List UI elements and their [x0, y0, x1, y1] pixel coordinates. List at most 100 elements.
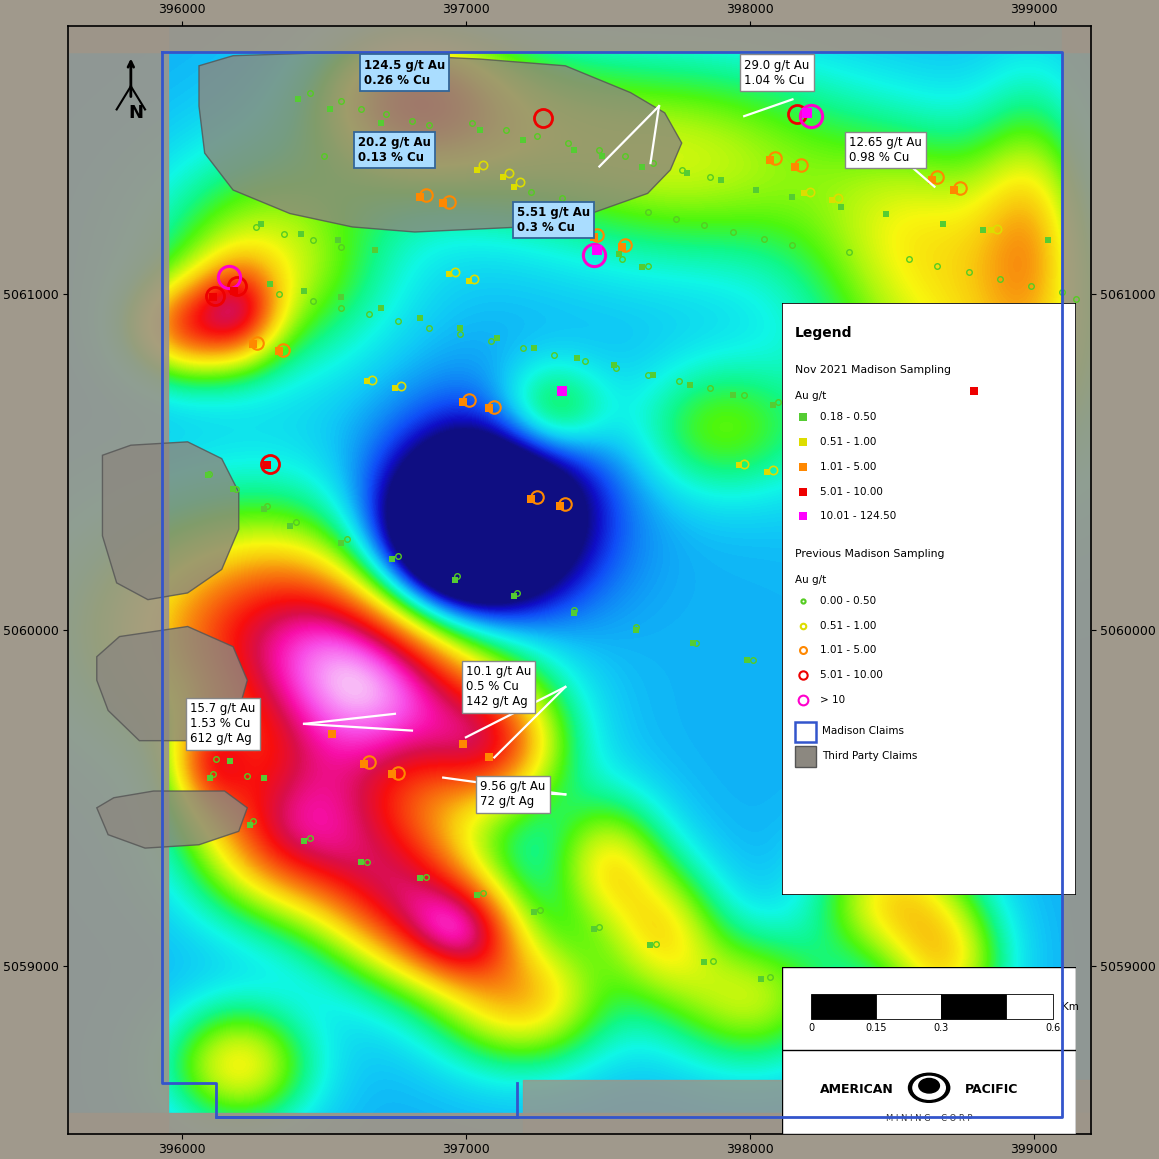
Point	[494, 167, 512, 185]
Point	[261, 275, 279, 293]
Point	[610, 245, 628, 263]
Point	[564, 140, 583, 159]
Point	[613, 238, 632, 256]
Point	[331, 533, 350, 552]
Polygon shape	[102, 442, 239, 599]
Point	[997, 432, 1015, 451]
Point	[505, 586, 524, 605]
Point	[204, 289, 223, 307]
Point	[934, 423, 953, 442]
Polygon shape	[199, 52, 681, 232]
Point	[280, 517, 299, 535]
Point	[198, 705, 217, 723]
Point	[713, 170, 731, 189]
Point	[439, 264, 458, 283]
Point	[588, 241, 606, 260]
Point	[525, 338, 544, 357]
Point	[451, 319, 469, 337]
Point	[525, 903, 544, 921]
Point	[323, 724, 342, 743]
Point	[723, 386, 742, 404]
Point	[758, 462, 777, 481]
Point	[382, 551, 401, 569]
Point	[221, 751, 240, 770]
Text: 124.5 g/t Au
0.26 % Cu: 124.5 g/t Au 0.26 % Cu	[364, 58, 445, 87]
Point	[593, 147, 612, 166]
Point	[752, 970, 771, 989]
Point	[923, 170, 941, 189]
Point	[979, 721, 998, 739]
Point	[633, 258, 651, 277]
Point	[253, 214, 271, 233]
Point	[604, 356, 622, 374]
Point	[225, 282, 243, 300]
Point	[945, 181, 963, 199]
Point	[923, 517, 941, 535]
Point	[371, 114, 389, 132]
Point	[551, 496, 569, 515]
Point	[894, 506, 912, 525]
Point	[505, 177, 524, 196]
Point	[433, 195, 452, 213]
Point	[584, 228, 603, 247]
Point	[224, 480, 242, 498]
Point	[255, 500, 274, 518]
Point	[1048, 742, 1066, 760]
Point	[1038, 231, 1057, 249]
Point	[243, 335, 262, 353]
Text: 10.1 g/t Au
0.5 % Cu
142 g/t Ag: 10.1 g/t Au 0.5 % Cu 142 g/t Ag	[466, 665, 531, 708]
Point	[357, 372, 376, 391]
Point	[329, 231, 348, 249]
Point	[746, 181, 765, 199]
Point	[695, 953, 714, 971]
Point	[351, 852, 370, 870]
Point	[366, 241, 385, 260]
Point	[965, 382, 984, 401]
Point	[454, 392, 473, 410]
Point	[294, 832, 313, 851]
Point	[371, 298, 389, 316]
Polygon shape	[96, 792, 247, 848]
Point	[411, 869, 430, 888]
Point	[795, 184, 814, 203]
Point	[678, 163, 697, 182]
Point	[513, 130, 532, 148]
Point	[320, 100, 338, 118]
Point	[468, 885, 487, 904]
Point	[257, 457, 276, 475]
Point	[797, 668, 816, 686]
Point	[568, 349, 586, 367]
Point	[821, 406, 839, 424]
Point	[198, 466, 217, 484]
Point	[644, 365, 663, 384]
Point	[454, 735, 473, 753]
Text: 15.7 g/t Au
1.53 % Cu
612 g/t Ag: 15.7 g/t Au 1.53 % Cu 612 g/t Ag	[190, 702, 256, 745]
Point	[289, 90, 307, 109]
Point	[974, 221, 992, 240]
Point	[860, 687, 879, 706]
Point	[445, 570, 464, 589]
Point	[522, 489, 540, 508]
Point	[331, 289, 350, 307]
Point	[633, 158, 651, 176]
Point	[255, 768, 274, 787]
Point	[480, 749, 498, 767]
Text: 29.0 g/t Au
1.04 % Cu: 29.0 g/t Au 1.04 % Cu	[744, 58, 810, 87]
Polygon shape	[96, 627, 247, 741]
Point	[797, 103, 816, 122]
Point	[982, 221, 1000, 240]
Point	[386, 379, 404, 398]
Text: N: N	[127, 104, 143, 122]
Point	[877, 204, 896, 223]
Point	[823, 191, 841, 210]
Point	[783, 188, 802, 206]
Point	[831, 197, 850, 216]
Point	[809, 986, 828, 1005]
Point	[241, 815, 260, 833]
Point	[212, 712, 231, 730]
Point	[480, 399, 498, 417]
Point	[488, 328, 506, 347]
Text: 20.2 g/t Au
0.13 % Cu: 20.2 g/t Au 0.13 % Cu	[358, 136, 431, 163]
Text: 5.51 g/t Au
0.3 % Cu: 5.51 g/t Au 0.3 % Cu	[517, 206, 590, 234]
Point	[1054, 439, 1072, 458]
